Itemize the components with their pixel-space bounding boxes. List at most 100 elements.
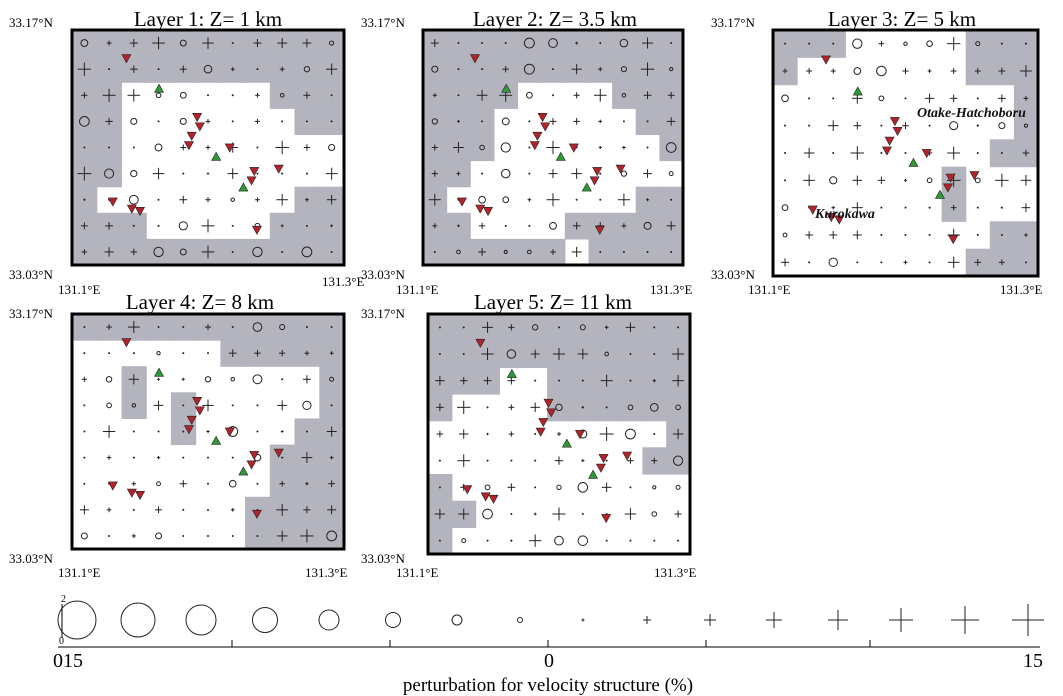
dot-symbol — [880, 234, 883, 236]
dot-symbol — [256, 404, 259, 407]
dot-symbol — [904, 206, 907, 209]
dot-symbol — [330, 326, 333, 329]
masked-cell — [72, 108, 98, 135]
circle-symbol — [106, 402, 112, 409]
dot-symbol — [599, 250, 602, 253]
station-triangle — [594, 225, 605, 235]
masked-cell — [245, 238, 271, 266]
volcano-triangle — [852, 86, 863, 96]
panel-layer-2: Layer 2: Z= 3.5 km 33.17°N 33.03°N 131.1… — [361, 7, 692, 297]
station-triangle — [480, 492, 491, 502]
dot-symbol — [256, 172, 259, 175]
station-triangle — [622, 451, 633, 461]
station-markers — [107, 54, 284, 235]
station-triangle — [538, 418, 549, 428]
dot-symbol — [231, 404, 234, 407]
masked-cell — [446, 238, 471, 266]
perturbation-symbols — [781, 36, 1032, 269]
circle-symbol — [503, 249, 508, 254]
circle-symbol — [131, 403, 137, 408]
circle-symbol — [643, 221, 652, 230]
dot-symbol — [281, 378, 284, 381]
lon-right-label: 131.3°E — [1000, 282, 1042, 297]
circle-symbol — [531, 324, 539, 331]
dot-symbol — [622, 250, 625, 253]
dot-symbol — [207, 352, 209, 355]
dot-symbol — [928, 234, 931, 236]
circle-symbol — [153, 246, 164, 258]
station-triangle — [194, 406, 205, 416]
legend-left-label: 015 — [53, 650, 83, 672]
dot-symbol — [83, 146, 86, 149]
dot-symbol — [581, 513, 584, 515]
station-triangle — [249, 451, 260, 461]
dot-symbol — [575, 198, 578, 201]
station-triangle — [543, 398, 554, 408]
masked-cell — [72, 30, 98, 57]
station-triangle — [273, 164, 284, 174]
perturbation-symbols — [79, 321, 338, 543]
dot-symbol — [677, 539, 680, 542]
dot-symbol — [677, 326, 680, 329]
circle-symbol — [130, 169, 138, 178]
dot-symbol — [832, 152, 835, 154]
station-triangle — [568, 143, 579, 153]
circle-symbol — [577, 482, 589, 493]
dot-symbol — [83, 352, 86, 355]
circle-symbol — [506, 349, 517, 359]
circle-symbol — [974, 177, 981, 184]
dot-symbol — [231, 224, 234, 227]
panel-layer-4: Layer 4: Z= 8 km 33.17°N 33.03°N 131.1°E… — [9, 290, 347, 580]
circle-symbol — [627, 404, 634, 411]
station-triangle — [246, 460, 257, 470]
dot-symbol — [528, 172, 531, 175]
circle-symbol — [155, 532, 162, 540]
dot-symbol — [976, 206, 979, 209]
legend-circle — [385, 612, 401, 628]
volcano-triangle — [581, 182, 592, 192]
circle-symbol — [525, 91, 533, 99]
dot-symbol — [1000, 152, 1003, 154]
lat-bottom-label: 33.03°N — [361, 267, 405, 282]
circle-symbol — [302, 400, 312, 411]
station-triangle — [192, 397, 203, 407]
dot-symbol — [976, 97, 979, 100]
masked-cell — [659, 134, 684, 162]
circle-symbol — [619, 38, 629, 48]
circle-symbol — [252, 246, 263, 258]
circle-symbol — [852, 38, 863, 49]
circle-symbol — [80, 532, 88, 540]
dot-symbol — [653, 353, 656, 355]
dot-symbol — [305, 326, 308, 329]
dot-symbol — [330, 404, 333, 407]
circle-symbol — [155, 92, 162, 99]
circle-symbol — [478, 195, 486, 204]
circle-symbol — [620, 66, 628, 73]
masked-cell — [666, 394, 691, 422]
lon-right-label: 131.3°E — [654, 565, 696, 580]
circle-symbol — [328, 143, 336, 152]
dot-symbol — [330, 120, 333, 123]
dot-symbol — [305, 120, 308, 123]
dot-symbol — [904, 234, 907, 236]
legend-scale-bottom: 0 — [59, 636, 64, 647]
station-markers — [456, 54, 626, 235]
circle-symbol — [604, 351, 609, 357]
legend-circle — [185, 604, 217, 636]
dot-symbol — [1024, 42, 1027, 45]
station-triangle — [482, 207, 494, 217]
circle-symbol — [577, 535, 589, 546]
station-triangle — [134, 491, 146, 501]
circle-symbol — [625, 428, 636, 440]
lat-top-label: 33.17°N — [9, 306, 53, 321]
masked-cell — [523, 314, 548, 342]
dot-symbol — [457, 68, 460, 71]
dot-symbol — [504, 224, 507, 227]
station-triangle — [194, 122, 205, 132]
dot-symbol — [231, 534, 234, 537]
dot-symbol — [108, 68, 111, 71]
circle-symbol — [998, 122, 1006, 130]
volcano-triangle — [555, 151, 566, 161]
circle-symbol — [482, 508, 493, 520]
dot-symbol — [1000, 42, 1003, 45]
